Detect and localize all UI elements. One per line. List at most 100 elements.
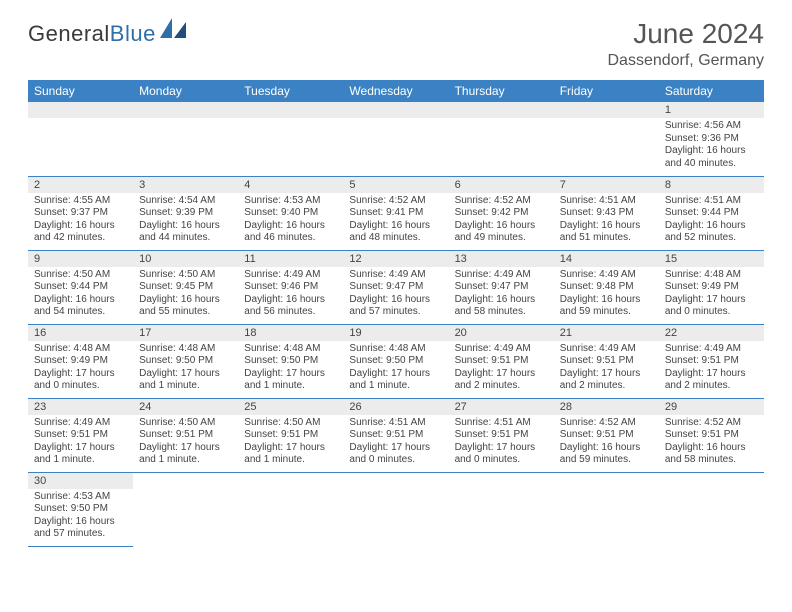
day-number: 21 bbox=[554, 325, 659, 341]
day-details: Sunrise: 4:51 AMSunset: 9:51 PMDaylight:… bbox=[449, 415, 554, 471]
day-details: Sunrise: 4:48 AMSunset: 9:49 PMDaylight:… bbox=[28, 341, 133, 397]
sunrise-text: Sunrise: 4:51 AM bbox=[665, 195, 758, 208]
calendar-cell bbox=[659, 472, 764, 546]
sunrise-text: Sunrise: 4:50 AM bbox=[139, 269, 232, 282]
day-number: 26 bbox=[343, 399, 448, 415]
sunrise-text: Sunrise: 4:53 AM bbox=[244, 195, 337, 208]
sunrise-text: Sunrise: 4:54 AM bbox=[139, 195, 232, 208]
daylight-text: Daylight: 17 hours and 1 minute. bbox=[349, 368, 442, 393]
title-block: June 2024 Dassendorf, Germany bbox=[607, 18, 764, 70]
page-title: June 2024 bbox=[607, 18, 764, 50]
daylight-text: Daylight: 16 hours and 40 minutes. bbox=[665, 145, 758, 170]
sunset-text: Sunset: 9:47 PM bbox=[349, 281, 442, 294]
calendar-cell: 21Sunrise: 4:49 AMSunset: 9:51 PMDayligh… bbox=[554, 324, 659, 398]
calendar-cell: 27Sunrise: 4:51 AMSunset: 9:51 PMDayligh… bbox=[449, 398, 554, 472]
day-details: Sunrise: 4:54 AMSunset: 9:39 PMDaylight:… bbox=[133, 193, 238, 249]
calendar-cell bbox=[554, 102, 659, 176]
sunset-text: Sunset: 9:50 PM bbox=[34, 503, 127, 516]
daylight-text: Daylight: 17 hours and 1 minute. bbox=[244, 442, 337, 467]
sunrise-text: Sunrise: 4:49 AM bbox=[455, 343, 548, 356]
sunset-text: Sunset: 9:51 PM bbox=[34, 429, 127, 442]
day-details: Sunrise: 4:49 AMSunset: 9:51 PMDaylight:… bbox=[659, 341, 764, 397]
sunset-text: Sunset: 9:41 PM bbox=[349, 207, 442, 220]
daylight-text: Daylight: 16 hours and 51 minutes. bbox=[560, 220, 653, 245]
day-number: 16 bbox=[28, 325, 133, 341]
day-number: 19 bbox=[343, 325, 448, 341]
sunset-text: Sunset: 9:51 PM bbox=[665, 355, 758, 368]
sunset-text: Sunset: 9:40 PM bbox=[244, 207, 337, 220]
day-details: Sunrise: 4:55 AMSunset: 9:37 PMDaylight:… bbox=[28, 193, 133, 249]
blank-day bbox=[449, 102, 554, 118]
header: GeneralBlue June 2024 Dassendorf, German… bbox=[28, 18, 764, 70]
day-details: Sunrise: 4:52 AMSunset: 9:42 PMDaylight:… bbox=[449, 193, 554, 249]
calendar-cell bbox=[554, 472, 659, 546]
daylight-text: Daylight: 16 hours and 57 minutes. bbox=[349, 294, 442, 319]
day-details: Sunrise: 4:53 AMSunset: 9:40 PMDaylight:… bbox=[238, 193, 343, 249]
day-number: 15 bbox=[659, 251, 764, 267]
day-number: 24 bbox=[133, 399, 238, 415]
day-number: 25 bbox=[238, 399, 343, 415]
day-header: Wednesday bbox=[343, 80, 448, 102]
sunrise-text: Sunrise: 4:55 AM bbox=[34, 195, 127, 208]
day-number: 28 bbox=[554, 399, 659, 415]
sunrise-text: Sunrise: 4:49 AM bbox=[34, 417, 127, 430]
calendar-cell: 4Sunrise: 4:53 AMSunset: 9:40 PMDaylight… bbox=[238, 176, 343, 250]
day-details: Sunrise: 4:52 AMSunset: 9:51 PMDaylight:… bbox=[554, 415, 659, 471]
brand-logo: GeneralBlue bbox=[28, 18, 186, 50]
location-subtitle: Dassendorf, Germany bbox=[607, 52, 764, 70]
sunset-text: Sunset: 9:50 PM bbox=[349, 355, 442, 368]
calendar-cell: 25Sunrise: 4:50 AMSunset: 9:51 PMDayligh… bbox=[238, 398, 343, 472]
day-details: Sunrise: 4:52 AMSunset: 9:41 PMDaylight:… bbox=[343, 193, 448, 249]
sunset-text: Sunset: 9:51 PM bbox=[560, 355, 653, 368]
day-details: Sunrise: 4:56 AMSunset: 9:36 PMDaylight:… bbox=[659, 118, 764, 174]
sunset-text: Sunset: 9:46 PM bbox=[244, 281, 337, 294]
day-number: 30 bbox=[28, 473, 133, 489]
sunset-text: Sunset: 9:47 PM bbox=[455, 281, 548, 294]
daylight-text: Daylight: 17 hours and 0 minutes. bbox=[665, 294, 758, 319]
calendar-week-row: 23Sunrise: 4:49 AMSunset: 9:51 PMDayligh… bbox=[28, 398, 764, 472]
calendar-cell: 9Sunrise: 4:50 AMSunset: 9:44 PMDaylight… bbox=[28, 250, 133, 324]
daylight-text: Daylight: 17 hours and 0 minutes. bbox=[349, 442, 442, 467]
calendar-cell: 30Sunrise: 4:53 AMSunset: 9:50 PMDayligh… bbox=[28, 472, 133, 546]
daylight-text: Daylight: 16 hours and 59 minutes. bbox=[560, 442, 653, 467]
day-details: Sunrise: 4:49 AMSunset: 9:51 PMDaylight:… bbox=[449, 341, 554, 397]
sunset-text: Sunset: 9:51 PM bbox=[455, 355, 548, 368]
calendar-cell: 13Sunrise: 4:49 AMSunset: 9:47 PMDayligh… bbox=[449, 250, 554, 324]
calendar-week-row: 1Sunrise: 4:56 AMSunset: 9:36 PMDaylight… bbox=[28, 102, 764, 176]
day-number: 6 bbox=[449, 177, 554, 193]
calendar-cell: 28Sunrise: 4:52 AMSunset: 9:51 PMDayligh… bbox=[554, 398, 659, 472]
sunset-text: Sunset: 9:43 PM bbox=[560, 207, 653, 220]
daylight-text: Daylight: 16 hours and 54 minutes. bbox=[34, 294, 127, 319]
day-number: 29 bbox=[659, 399, 764, 415]
sunset-text: Sunset: 9:51 PM bbox=[139, 429, 232, 442]
day-details: Sunrise: 4:49 AMSunset: 9:48 PMDaylight:… bbox=[554, 267, 659, 323]
sunrise-text: Sunrise: 4:52 AM bbox=[560, 417, 653, 430]
sunset-text: Sunset: 9:44 PM bbox=[665, 207, 758, 220]
daylight-text: Daylight: 16 hours and 57 minutes. bbox=[34, 516, 127, 541]
day-details: Sunrise: 4:50 AMSunset: 9:51 PMDaylight:… bbox=[133, 415, 238, 471]
calendar-cell: 7Sunrise: 4:51 AMSunset: 9:43 PMDaylight… bbox=[554, 176, 659, 250]
day-header: Tuesday bbox=[238, 80, 343, 102]
day-header: Monday bbox=[133, 80, 238, 102]
day-number: 9 bbox=[28, 251, 133, 267]
calendar-cell: 23Sunrise: 4:49 AMSunset: 9:51 PMDayligh… bbox=[28, 398, 133, 472]
brand-part2: Blue bbox=[110, 21, 156, 47]
sunset-text: Sunset: 9:51 PM bbox=[560, 429, 653, 442]
daylight-text: Daylight: 16 hours and 49 minutes. bbox=[455, 220, 548, 245]
day-number: 1 bbox=[659, 102, 764, 118]
sunset-text: Sunset: 9:50 PM bbox=[139, 355, 232, 368]
day-details: Sunrise: 4:48 AMSunset: 9:49 PMDaylight:… bbox=[659, 267, 764, 323]
calendar-cell bbox=[449, 102, 554, 176]
daylight-text: Daylight: 17 hours and 1 minute. bbox=[139, 368, 232, 393]
day-number: 7 bbox=[554, 177, 659, 193]
day-details: Sunrise: 4:48 AMSunset: 9:50 PMDaylight:… bbox=[343, 341, 448, 397]
day-details: Sunrise: 4:49 AMSunset: 9:47 PMDaylight:… bbox=[343, 267, 448, 323]
sunrise-text: Sunrise: 4:52 AM bbox=[349, 195, 442, 208]
sunrise-text: Sunrise: 4:48 AM bbox=[244, 343, 337, 356]
calendar-week-row: 2Sunrise: 4:55 AMSunset: 9:37 PMDaylight… bbox=[28, 176, 764, 250]
calendar-cell: 12Sunrise: 4:49 AMSunset: 9:47 PMDayligh… bbox=[343, 250, 448, 324]
day-number: 8 bbox=[659, 177, 764, 193]
daylight-text: Daylight: 17 hours and 0 minutes. bbox=[455, 442, 548, 467]
calendar-cell: 10Sunrise: 4:50 AMSunset: 9:45 PMDayligh… bbox=[133, 250, 238, 324]
calendar-cell: 20Sunrise: 4:49 AMSunset: 9:51 PMDayligh… bbox=[449, 324, 554, 398]
